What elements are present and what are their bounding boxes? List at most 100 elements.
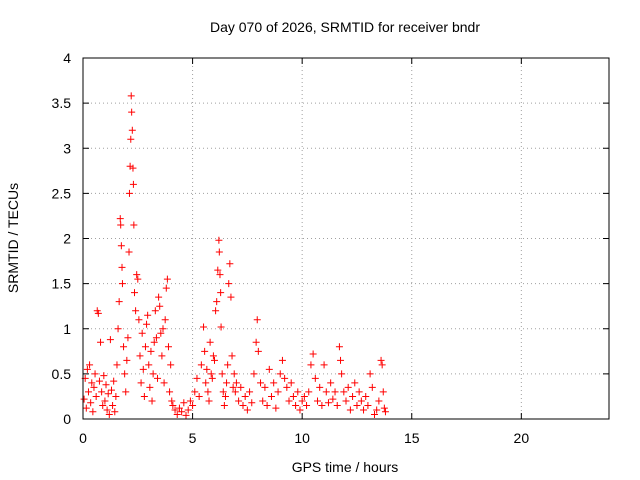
data-point bbox=[148, 397, 156, 405]
data-point bbox=[118, 263, 126, 271]
data-point bbox=[125, 248, 133, 256]
data-point bbox=[335, 343, 343, 351]
data-point bbox=[212, 307, 220, 315]
data-point bbox=[362, 392, 370, 400]
data-point bbox=[360, 406, 368, 414]
data-point bbox=[91, 370, 99, 378]
grid bbox=[83, 58, 609, 419]
data-point bbox=[205, 397, 213, 405]
data-point bbox=[225, 280, 233, 288]
data-point bbox=[136, 352, 144, 360]
data-point bbox=[215, 248, 223, 256]
data-point bbox=[201, 347, 209, 355]
data-point bbox=[342, 397, 350, 405]
data-point bbox=[168, 397, 176, 405]
data-point bbox=[228, 352, 236, 360]
data-point bbox=[193, 374, 201, 382]
data-point bbox=[158, 352, 166, 360]
data-point bbox=[303, 401, 311, 409]
y-tick-label: 0.5 bbox=[52, 366, 72, 382]
data-point bbox=[263, 401, 271, 409]
data-point bbox=[283, 383, 291, 391]
y-axis-label: SRMTID / TECUs bbox=[5, 183, 21, 293]
data-point bbox=[226, 260, 234, 268]
data-point bbox=[155, 293, 163, 301]
data-point bbox=[186, 397, 194, 405]
data-point bbox=[316, 383, 324, 391]
data-point bbox=[134, 275, 142, 283]
y-tick-label: 2.5 bbox=[52, 185, 72, 201]
data-point bbox=[151, 307, 159, 315]
data-point bbox=[145, 361, 153, 369]
data-point bbox=[344, 383, 352, 391]
data-point bbox=[143, 320, 151, 328]
data-point bbox=[214, 266, 222, 274]
x-axis-label: GPS time / hours bbox=[292, 459, 399, 475]
data-point bbox=[98, 388, 106, 396]
data-point bbox=[157, 329, 165, 337]
data-point bbox=[375, 397, 383, 405]
data-point bbox=[253, 316, 261, 324]
data-point bbox=[111, 408, 119, 416]
data-point bbox=[203, 365, 211, 373]
data-point bbox=[285, 397, 293, 405]
data-point bbox=[80, 395, 88, 403]
data-point bbox=[357, 397, 365, 405]
data-point bbox=[298, 397, 306, 405]
data-point bbox=[241, 392, 249, 400]
data-point bbox=[117, 242, 125, 250]
data-point bbox=[211, 356, 218, 364]
y-tick-label: 0 bbox=[63, 411, 71, 427]
data-point bbox=[265, 365, 273, 373]
data-point bbox=[90, 383, 98, 391]
data-point bbox=[173, 410, 181, 418]
data-point bbox=[221, 392, 229, 400]
data-point bbox=[114, 325, 122, 333]
data-point bbox=[171, 406, 179, 414]
x-tick-label: 5 bbox=[189, 430, 197, 446]
data-point bbox=[117, 221, 125, 229]
data-point bbox=[112, 392, 120, 400]
data-point bbox=[377, 356, 385, 364]
data-point bbox=[270, 379, 278, 387]
data-point bbox=[133, 271, 141, 279]
x-tick-label: 20 bbox=[514, 430, 530, 446]
data-point bbox=[329, 395, 337, 403]
data-point bbox=[105, 410, 113, 418]
data-point bbox=[138, 329, 146, 337]
data-point bbox=[243, 406, 251, 414]
y-tick-label: 1.5 bbox=[52, 276, 72, 292]
data-point bbox=[131, 289, 139, 297]
data-point bbox=[379, 388, 387, 396]
data-point bbox=[132, 307, 140, 315]
data-point bbox=[100, 372, 108, 380]
data-point bbox=[82, 404, 90, 412]
data-point bbox=[368, 383, 376, 391]
data-point bbox=[161, 316, 169, 324]
data-point bbox=[182, 411, 190, 419]
data-point bbox=[215, 236, 223, 244]
data-point bbox=[109, 401, 117, 409]
x-tick-label: 10 bbox=[294, 430, 310, 446]
data-point bbox=[106, 336, 114, 344]
data-point bbox=[373, 406, 381, 414]
data-point bbox=[206, 338, 214, 346]
data-point bbox=[235, 397, 243, 405]
data-point bbox=[276, 370, 284, 378]
data-point bbox=[227, 293, 235, 301]
data-point bbox=[147, 347, 155, 355]
data-point bbox=[207, 370, 215, 378]
data-point bbox=[189, 401, 197, 409]
data-point bbox=[289, 392, 297, 400]
data-point bbox=[97, 338, 105, 346]
data-point bbox=[287, 379, 295, 387]
data-point bbox=[128, 108, 136, 116]
data-point bbox=[139, 365, 147, 373]
data-point bbox=[220, 401, 228, 409]
data-point bbox=[99, 401, 107, 409]
data-point bbox=[353, 401, 361, 409]
data-point bbox=[135, 316, 143, 324]
data-point bbox=[137, 379, 145, 387]
data-point bbox=[305, 388, 313, 396]
data-point bbox=[89, 408, 97, 416]
